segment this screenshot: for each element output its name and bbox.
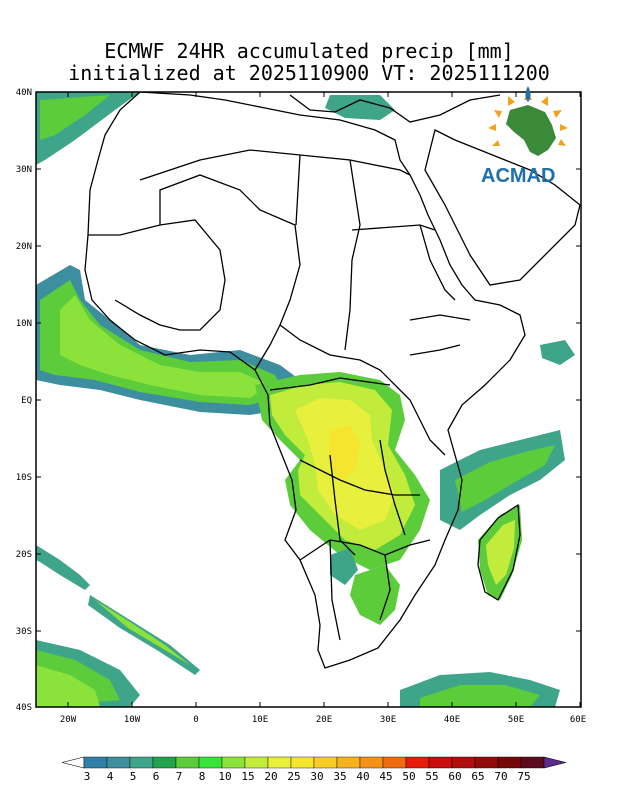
colorbar-label: 25 (287, 770, 300, 783)
precip-fields (36, 92, 575, 707)
colorbar-label: 4 (107, 770, 114, 783)
colorbar-swatch (336, 756, 361, 769)
lat-label: 10N (16, 319, 32, 329)
colorbar-swatch (244, 756, 269, 769)
water-drop-icon (525, 86, 531, 102)
lat-label: 20S (16, 550, 32, 560)
colorbar-swatch (313, 756, 338, 769)
colorbar-swatch (405, 756, 430, 769)
colorbar-label: 35 (333, 770, 346, 783)
colorbar-swatch (520, 756, 545, 769)
border-central-africa (269, 324, 420, 556)
lon-label: 0 (193, 715, 198, 725)
axis-ticks (36, 91, 581, 708)
colorbar-swatch (221, 756, 246, 769)
colorbar-swatch (106, 756, 131, 769)
colorbar-swatch (451, 756, 476, 769)
logo-text: ACMAD (481, 165, 555, 187)
border-west-africa (88, 174, 301, 371)
colorbar-label: 6 (153, 770, 160, 783)
colorbar-label: 50 (402, 770, 415, 783)
colorbar-label: 70 (494, 770, 507, 783)
colorbar-label: 15 (241, 770, 254, 783)
colorbar-label: 7 (176, 770, 183, 783)
colorbar-end-low (61, 756, 85, 769)
colorbar-label: 60 (448, 770, 461, 783)
lat-label: EQ (21, 396, 32, 406)
border-north-africa (139, 149, 436, 351)
colorbar-end-high (543, 756, 567, 769)
colorbar-swatch (428, 756, 453, 769)
map-title-line-1: ECMWF 24HR accumulated precip [mm] (104, 39, 514, 63)
acmad-logo: ACMAD (481, 86, 568, 187)
precip-area-south-atlantic (36, 545, 90, 590)
lon-label: 10W (124, 715, 141, 725)
lon-label: 50E (508, 715, 524, 725)
lon-label: 20W (60, 715, 77, 725)
colorbar-label: 55 (425, 770, 438, 783)
lat-label: 40S (16, 703, 32, 713)
colorbar-swatch (267, 756, 292, 769)
colorbar-swatch (474, 756, 499, 769)
lon-label: 60E (570, 715, 586, 725)
map-title-line-2: initialized at 2025110900 VT: 2025111200 (68, 61, 550, 85)
lat-label: 40N (16, 88, 32, 98)
colorbar-swatch (290, 756, 315, 769)
colorbar: 3 4 5 6 7 8 10 15 20 25 30 35 40 45 50 55 60 65 70 75 (61, 756, 567, 783)
colorbar-swatch (497, 756, 522, 769)
lon-label: 30E (380, 715, 396, 725)
colorbar-swatch (152, 756, 177, 769)
colorbar-label: 5 (130, 770, 137, 783)
border-east-africa (394, 224, 471, 456)
africa-coastline (84, 92, 526, 669)
lat-label: 30N (16, 165, 32, 175)
colorbar-swatch (198, 756, 223, 769)
colorbar-label: 45 (379, 770, 392, 783)
colorbar-label: 40 (356, 770, 369, 783)
colorbar-label: 10 (218, 770, 231, 783)
colorbar-label: 30 (310, 770, 323, 783)
colorbar-label: 3 (84, 770, 91, 783)
colorbar-swatch (382, 756, 407, 769)
madagascar-coastline (477, 503, 521, 601)
africa-map-icon (506, 105, 556, 156)
lon-label: 20E (316, 715, 332, 725)
lat-label: 20N (16, 242, 32, 252)
colorbar-swatch (175, 756, 200, 769)
colorbar-label: 8 (199, 770, 206, 783)
arabian-peninsula-coastline (424, 129, 581, 286)
lat-label: 10S (16, 473, 32, 483)
colorbar-label: 75 (517, 770, 530, 783)
colorbar-label: 65 (471, 770, 484, 783)
lat-label: 30S (16, 627, 32, 637)
border-southern-africa (299, 539, 431, 641)
europe-coastline (289, 94, 501, 123)
colorbar-swatch (129, 756, 154, 769)
coastlines-and-borders (84, 92, 581, 669)
precip-area-southern-africa (350, 565, 400, 625)
lon-label: 10E (252, 715, 268, 725)
colorbar-swatch (359, 756, 384, 769)
colorbar-swatch (83, 756, 108, 769)
colorbar-label: 20 (264, 770, 277, 783)
lon-label: 40E (444, 715, 460, 725)
